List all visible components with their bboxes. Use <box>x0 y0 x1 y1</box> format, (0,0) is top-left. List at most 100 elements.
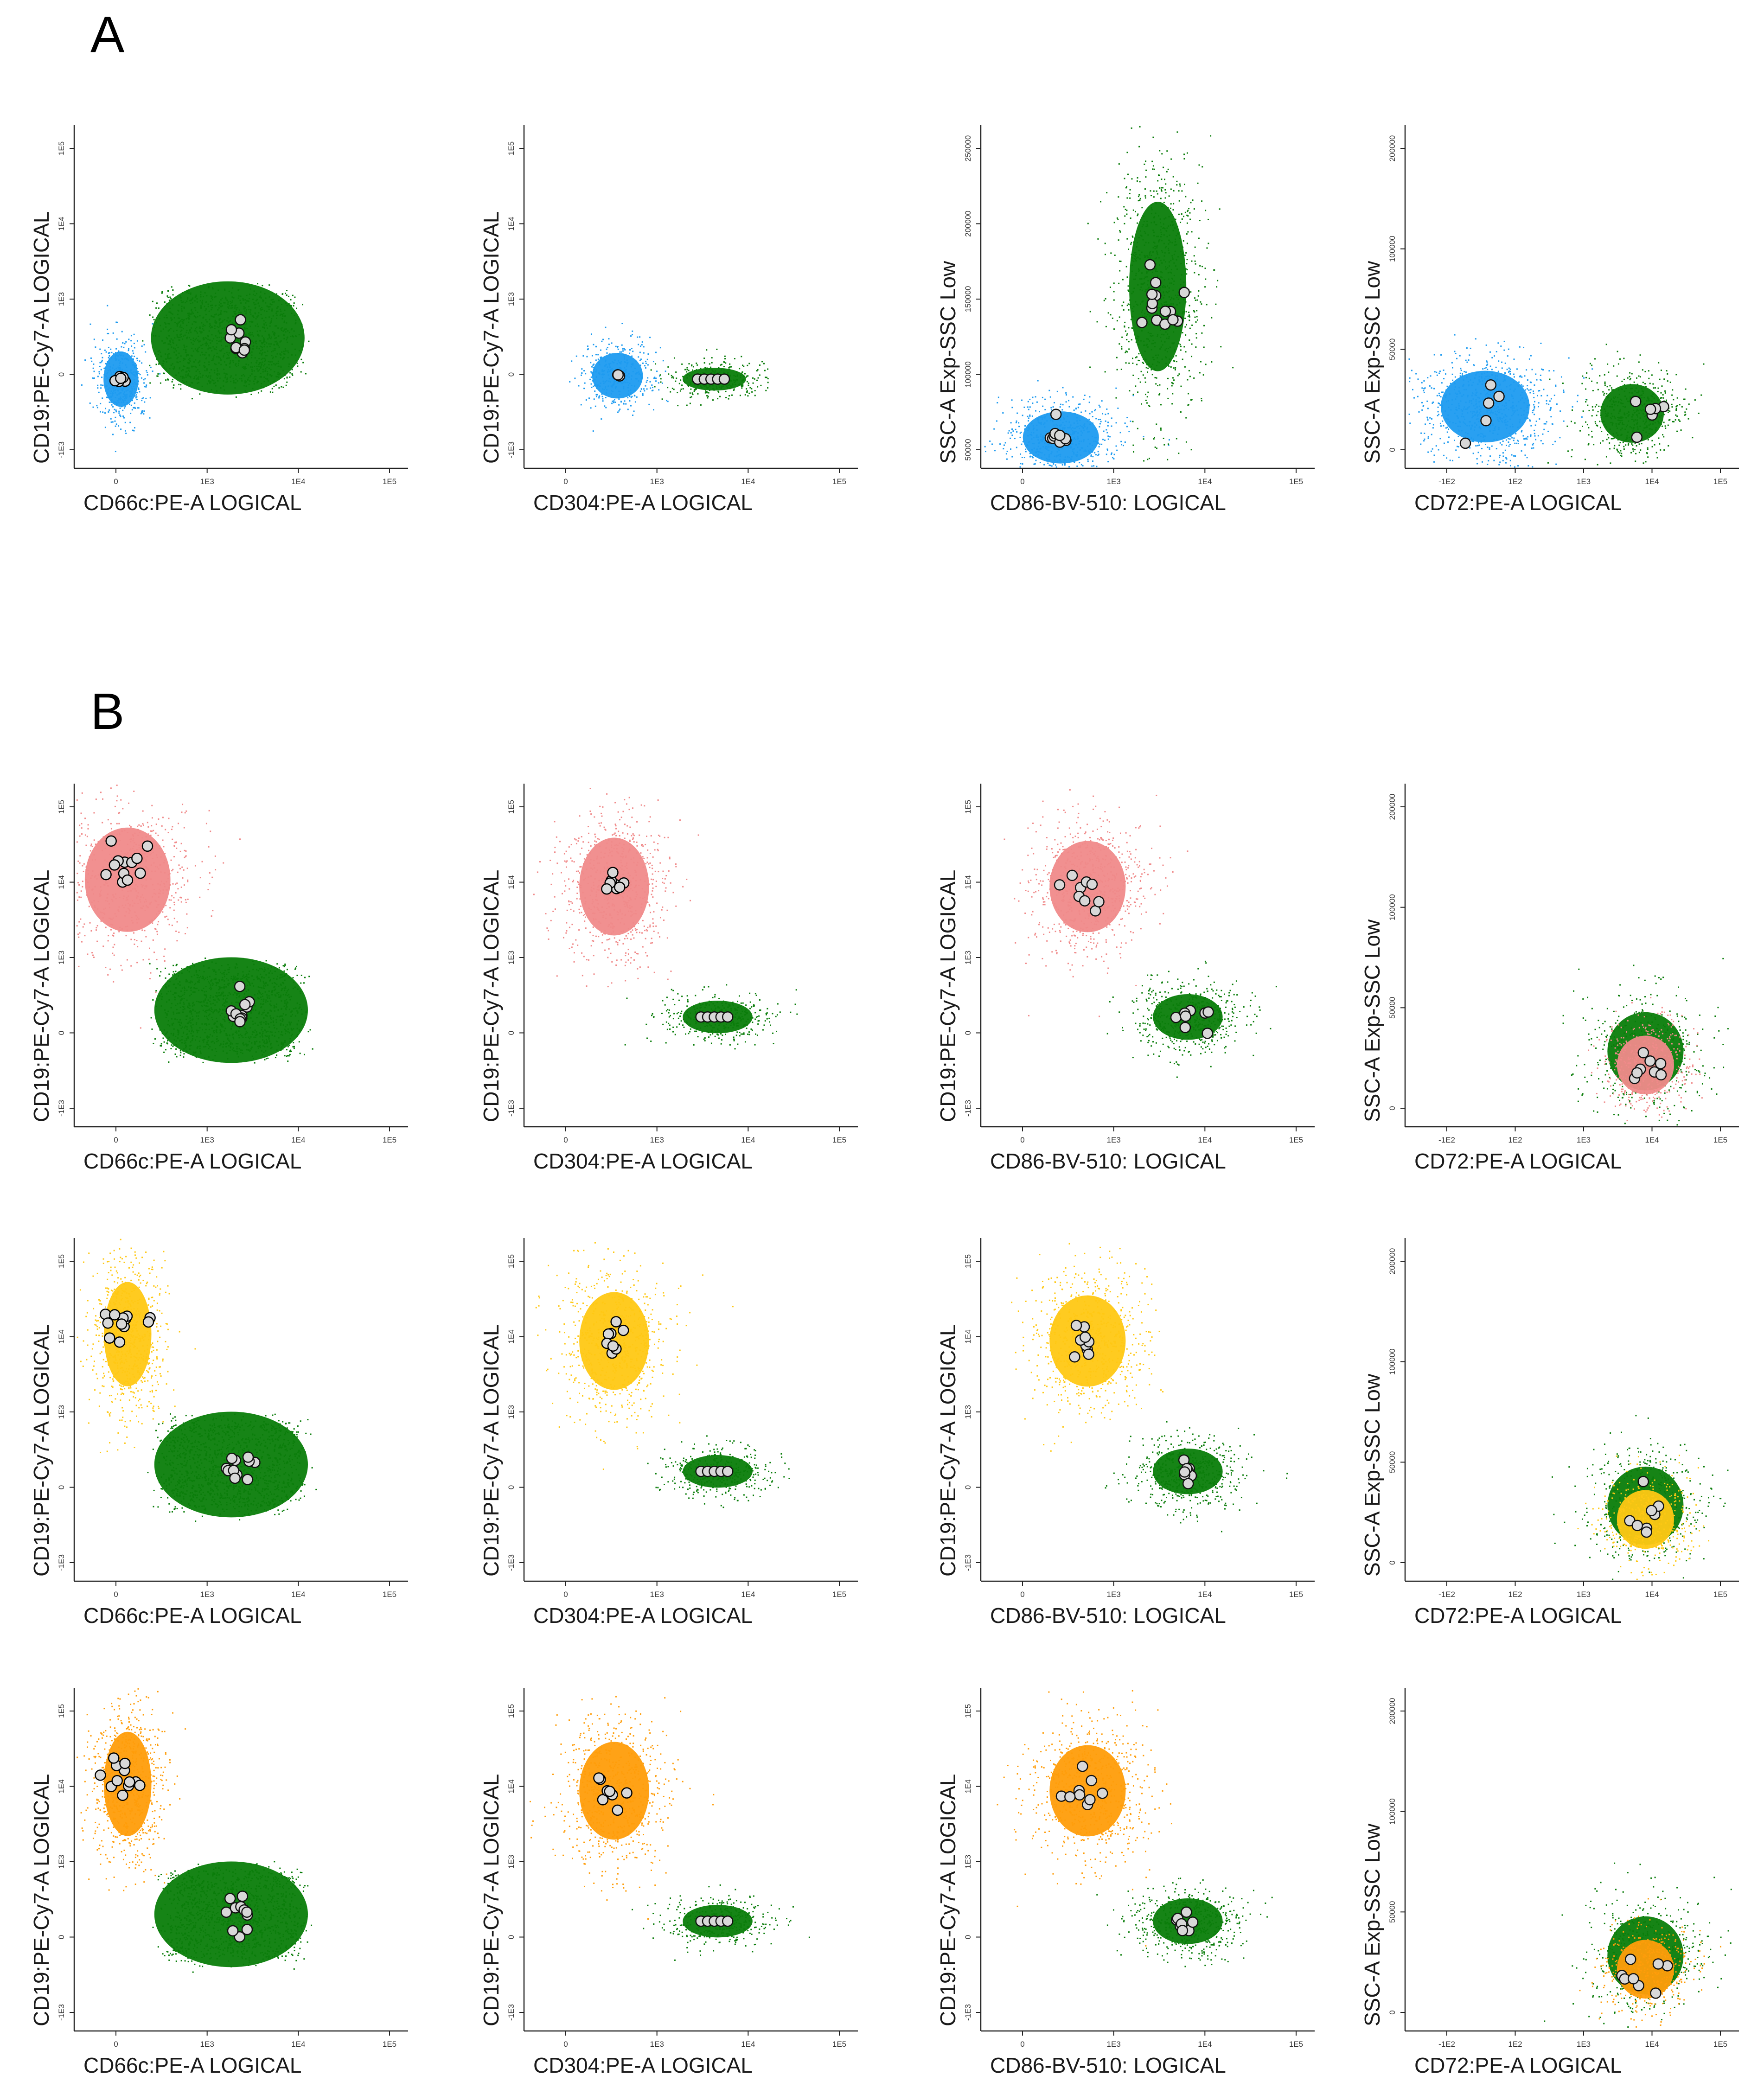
data-point <box>1180 349 1182 351</box>
data-point <box>277 373 279 375</box>
data-point <box>1080 411 1082 413</box>
data-point <box>1476 418 1477 420</box>
data-point <box>1057 448 1059 450</box>
data-point <box>98 391 100 393</box>
data-point <box>1124 178 1125 179</box>
data-point <box>115 409 117 411</box>
data-point <box>1070 434 1072 435</box>
data-point <box>208 364 210 366</box>
data-point <box>1617 363 1619 365</box>
data-point <box>177 324 179 326</box>
data-point <box>212 359 214 361</box>
data-point <box>1098 419 1099 421</box>
data-point <box>639 390 641 392</box>
data-point <box>1172 383 1174 384</box>
data-point <box>188 292 190 294</box>
data-point <box>205 343 206 345</box>
data-point <box>1473 441 1475 442</box>
data-point <box>216 346 217 348</box>
data-point <box>91 360 93 362</box>
data-point <box>1056 390 1058 392</box>
data-point <box>1159 384 1161 386</box>
data-point <box>1032 457 1034 459</box>
data-point <box>92 377 94 379</box>
data-point <box>195 317 197 319</box>
x-tick-label: 1E4 <box>741 477 755 486</box>
data-point <box>1469 425 1470 427</box>
data-point <box>295 322 297 324</box>
data-point <box>1046 414 1048 416</box>
data-point <box>1159 289 1161 291</box>
data-point <box>1131 293 1133 294</box>
data-point <box>690 388 692 390</box>
data-point <box>1191 343 1193 345</box>
data-point <box>262 361 263 363</box>
data-point <box>1191 399 1193 401</box>
data-point <box>172 313 173 315</box>
data-point <box>1534 424 1536 426</box>
data-point <box>1507 355 1508 357</box>
data-point <box>1008 430 1010 432</box>
data-point <box>1040 421 1042 423</box>
data-point <box>1029 415 1031 417</box>
data-point <box>208 375 210 377</box>
data-point <box>229 345 231 346</box>
data-point <box>129 384 131 386</box>
data-point <box>1040 423 1042 425</box>
data-point <box>1083 439 1085 441</box>
data-point <box>609 370 611 372</box>
data-point <box>650 369 652 371</box>
data-point <box>1037 419 1039 421</box>
data-point <box>1161 240 1163 242</box>
data-point <box>1059 455 1061 457</box>
data-point <box>225 296 227 298</box>
data-point <box>1646 427 1648 428</box>
data-point <box>606 352 608 354</box>
data-point <box>614 380 616 382</box>
data-point <box>1089 453 1091 454</box>
data-point <box>1499 383 1501 385</box>
data-point <box>1059 406 1061 408</box>
data-point <box>278 387 280 389</box>
data-point <box>1038 422 1040 424</box>
data-point <box>1439 404 1441 406</box>
data-point <box>172 379 173 381</box>
data-point <box>584 382 586 384</box>
data-point <box>1138 378 1139 380</box>
data-point <box>746 388 748 390</box>
data-point <box>1068 457 1070 459</box>
data-point <box>1145 358 1147 360</box>
data-point <box>1076 420 1078 422</box>
data-point <box>1148 324 1150 326</box>
data-point <box>1065 401 1067 403</box>
data-point <box>1487 369 1489 370</box>
event-marker <box>115 372 127 384</box>
data-point <box>1572 406 1573 408</box>
data-point <box>280 310 282 312</box>
data-point <box>1107 438 1109 440</box>
data-point <box>1090 454 1092 456</box>
data-point <box>1505 444 1507 446</box>
data-point <box>211 369 212 370</box>
data-point <box>1441 382 1443 384</box>
data-point <box>1504 380 1506 382</box>
data-point <box>1471 417 1473 419</box>
data-point <box>1492 412 1494 414</box>
data-point <box>223 368 225 370</box>
data-point <box>1588 409 1590 411</box>
data-point <box>1504 415 1506 416</box>
data-point <box>1180 251 1182 253</box>
data-point <box>767 382 769 383</box>
data-point <box>655 380 657 382</box>
data-point <box>1003 444 1005 446</box>
data-point <box>178 352 180 354</box>
data-point <box>602 380 604 382</box>
data-point <box>249 298 250 300</box>
data-point <box>258 335 260 337</box>
data-point <box>235 364 236 366</box>
data-point <box>759 374 761 376</box>
data-point <box>1010 422 1012 424</box>
data-point <box>167 354 169 356</box>
data-point <box>746 391 748 393</box>
data-point <box>596 385 598 387</box>
